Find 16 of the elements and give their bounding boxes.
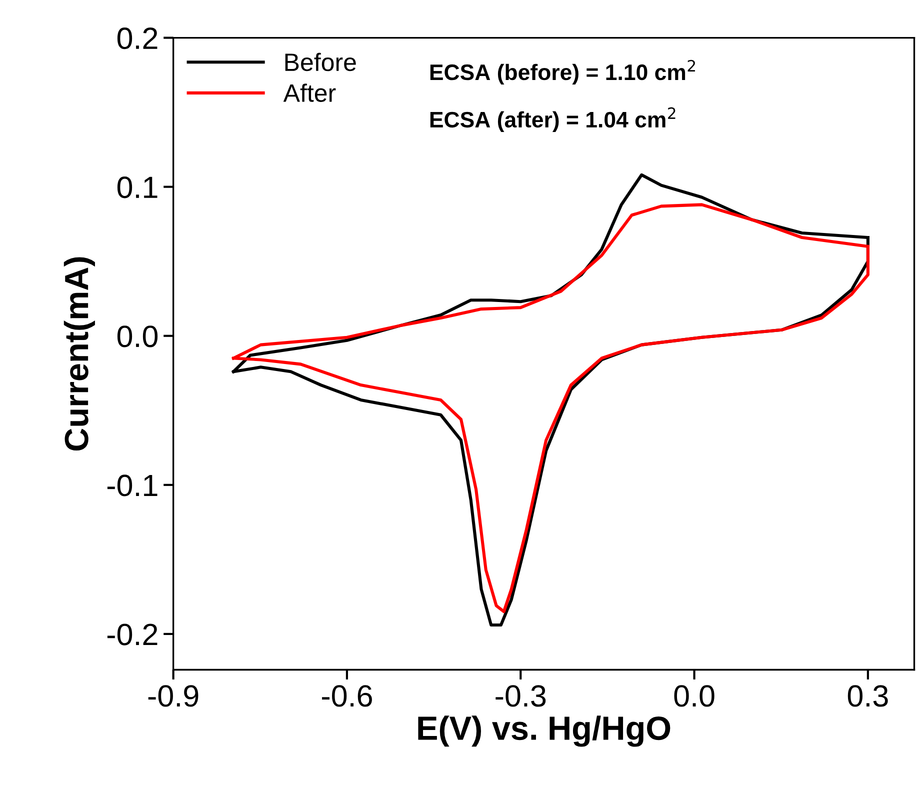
x-tick-label: -0.3 bbox=[496, 685, 546, 707]
x-tick-label: -0.6 bbox=[322, 685, 372, 707]
legend-label: Before bbox=[285, 52, 356, 72]
x-axis-title: E(V) vs. Hg/HgO bbox=[418, 716, 670, 747]
annotation: ECSA (after) = 1.04 cm$^{2}$ bbox=[430, 107, 676, 132]
y-tick-label: 0.1 bbox=[117, 176, 158, 198]
x-tick-label: -0.9 bbox=[148, 685, 198, 707]
annotation: ECSA (before) = 1.10 cm$^{2}$ bbox=[430, 60, 695, 85]
y-tick-label: 0.0 bbox=[117, 326, 158, 348]
y-tick-label: -0.2 bbox=[107, 624, 158, 646]
legend-label: After bbox=[283, 84, 336, 102]
y-tick-label: -0.1 bbox=[107, 474, 158, 496]
y-tick-label: 0.2 bbox=[117, 28, 158, 50]
y-axis-title: Current(mA) bbox=[64, 257, 95, 451]
x-tick-label: 0.3 bbox=[848, 685, 888, 707]
x-tick-label: 0.0 bbox=[674, 685, 714, 707]
